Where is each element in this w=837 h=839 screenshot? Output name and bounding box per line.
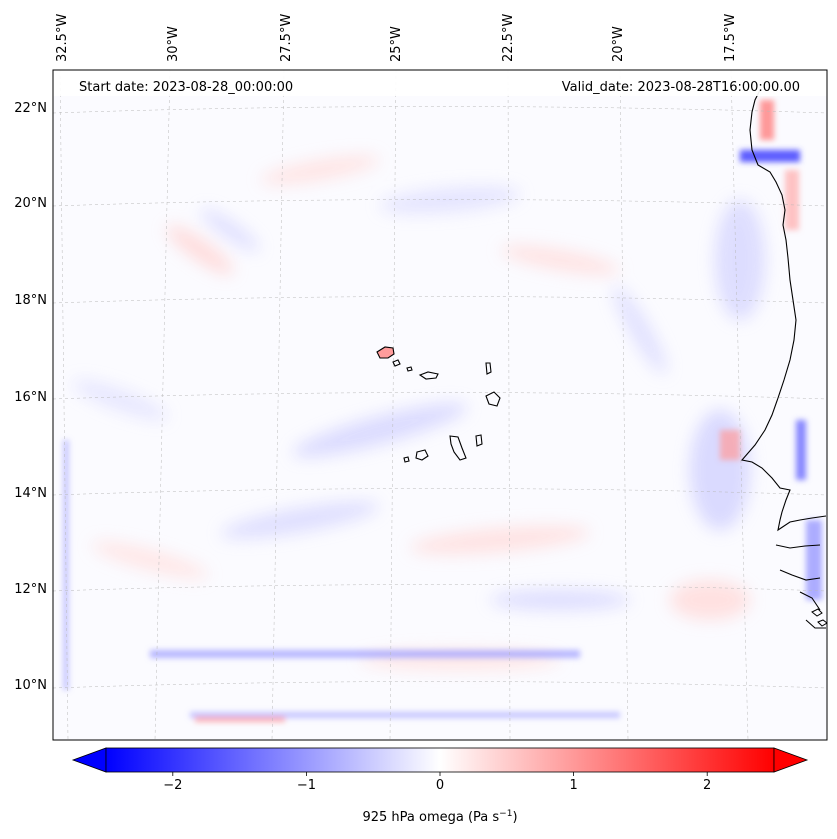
colorbar-ticks: −2 −1 0 1 2 — [163, 772, 711, 793]
island-fogo — [415, 449, 429, 461]
island-maio — [475, 434, 483, 447]
colorbar-tick-label: 1 — [569, 778, 577, 793]
valid-date-label: Valid_date: 2023-08-28T16:00:00.00 — [562, 80, 800, 95]
lon-label-25w: 25°W — [389, 26, 404, 62]
colorbar-tick-label: −2 — [163, 778, 182, 793]
island-boa-vista — [485, 391, 501, 407]
longitude-labels: 32.5°W 30°W 27.5°W 25°W 22.5°W 20°W 17.5… — [55, 14, 738, 62]
colorbar: −2 −1 0 1 2 925 hPa omega (Pa s−1) — [71, 747, 809, 825]
lat-label-14n: 14°N — [14, 486, 47, 501]
colorbar-tick-label: 0 — [436, 778, 444, 793]
lat-label-20n: 20°N — [14, 196, 47, 211]
lat-label-16n: 16°N — [14, 390, 47, 405]
colorbar-tick-label: 2 — [703, 778, 711, 793]
colorbar-extend-max — [773, 747, 809, 773]
header-band — [53, 70, 827, 96]
island-brava — [403, 456, 410, 463]
lon-label-32-5w: 32.5°W — [55, 14, 70, 62]
island-santiago — [449, 435, 467, 461]
start-date-label: Start date: 2023-08-28_00:00:00 — [79, 80, 293, 95]
island-sao-vicente — [392, 359, 401, 367]
map-panel — [53, 70, 827, 740]
omega-field-strong — [63, 100, 822, 722]
lon-label-17-5w: 17.5°W — [723, 14, 738, 62]
cape-verde-islands — [376, 346, 501, 463]
colorbar-tick-label: −1 — [297, 778, 316, 793]
island-sao-nicolau — [418, 371, 439, 380]
lon-label-22-5w: 22.5°W — [501, 14, 516, 62]
colorbar-extend-min — [71, 747, 107, 773]
lat-label-22n: 22°N — [14, 101, 47, 116]
island-santo-antao — [376, 346, 395, 359]
africa-coastline — [740, 89, 827, 629]
island-santa-luzia — [406, 366, 413, 372]
lat-label-18n: 18°N — [14, 293, 47, 308]
island-bijagos — [811, 608, 827, 627]
lon-label-20w: 20°W — [611, 26, 626, 62]
colorbar-body — [105, 747, 775, 773]
lon-label-27-5w: 27.5°W — [279, 14, 294, 62]
latitude-labels: 22°N 20°N 18°N 16°N 14°N 12°N 10°N — [14, 101, 47, 693]
lat-label-10n: 10°N — [14, 678, 47, 693]
colorbar-label: 925 hPa omega (Pa s−1) — [362, 809, 517, 825]
island-sal — [485, 362, 492, 375]
lon-label-30w: 30°W — [166, 26, 181, 62]
omega-field — [72, 155, 765, 670]
lat-label-12n: 12°N — [14, 582, 47, 597]
gridlines — [53, 70, 827, 740]
map-frame — [52, 69, 828, 741]
